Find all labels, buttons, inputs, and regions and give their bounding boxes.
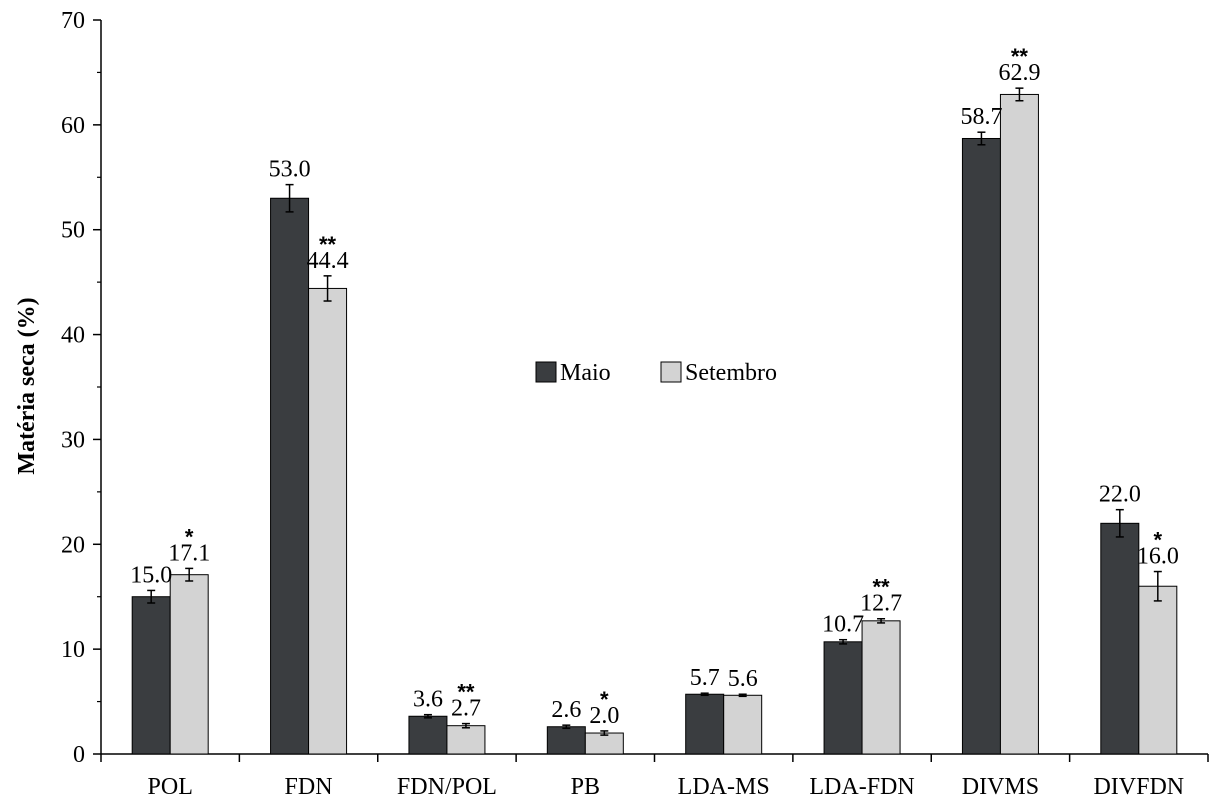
bar-maio [131, 596, 171, 755]
value-label-setembro: 17.1 [168, 540, 210, 566]
y-tick-label: 60 [61, 113, 85, 139]
y-tick-label: 40 [61, 323, 85, 349]
category-label: PB [571, 774, 600, 800]
value-label-setembro: 62.9 [998, 60, 1040, 86]
significance-marker: * [185, 524, 194, 549]
value-label-maio: 3.6 [413, 687, 443, 713]
bar-maio [270, 197, 310, 755]
value-label-maio: 5.7 [690, 665, 720, 691]
bars [131, 87, 1178, 755]
bar-maio [685, 693, 725, 755]
value-label-setembro: 44.4 [307, 248, 349, 274]
value-label-setembro: 2.7 [451, 696, 481, 722]
significance-marker: * [1154, 528, 1163, 553]
y-tick-label: 10 [61, 637, 85, 663]
value-label-setembro: 5.6 [728, 666, 758, 692]
category-label: LDA-FDN [809, 774, 914, 800]
bar-setembro [446, 725, 486, 755]
value-label-maio: 53.0 [269, 157, 311, 183]
bar-maio [961, 137, 1001, 755]
y-tick-label: 20 [61, 532, 85, 558]
bar-maio [1100, 522, 1140, 755]
category-label: FDN [285, 774, 333, 800]
bar-setembro [584, 732, 624, 755]
value-label-setembro: 16.0 [1137, 544, 1179, 570]
category-label: FDN/POL [397, 774, 497, 800]
y-tick-label: 50 [61, 218, 85, 244]
y-tick-label: 70 [61, 8, 85, 34]
category-label: POL [148, 774, 193, 800]
value-label-setembro: 2.0 [589, 703, 619, 729]
category-label: LDA-MS [678, 774, 770, 800]
bar-setembro [999, 93, 1039, 755]
y-tick-label: 0 [73, 742, 85, 768]
value-label-maio: 58.7 [960, 104, 1002, 130]
y-tick-label: 30 [61, 427, 85, 453]
bar-setembro [169, 574, 209, 755]
value-label-maio: 15.0 [130, 562, 172, 588]
value-label-maio: 22.0 [1099, 482, 1141, 508]
significance-marker: * [600, 687, 609, 712]
bar-setembro [723, 694, 763, 755]
legend-swatch-setembro [660, 361, 682, 383]
value-label-maio: 2.6 [551, 697, 581, 723]
significance-marker: ** [319, 232, 337, 257]
value-label-maio: 10.7 [822, 612, 864, 638]
bar-maio [546, 726, 586, 755]
significance-marker: ** [457, 680, 475, 705]
legend-label-setembro: Setembro [685, 360, 777, 386]
category-label: DIVFDN [1093, 774, 1184, 800]
y-axis-label: Matéria seca (%) [14, 297, 40, 474]
bar-setembro [308, 287, 348, 755]
legend-label-maio: Maio [560, 360, 611, 386]
bar-setembro [861, 620, 901, 755]
bar-maio [823, 641, 863, 755]
bar-setembro [1138, 585, 1178, 755]
significance-marker: ** [873, 575, 891, 600]
value-label-setembro: 12.7 [860, 591, 902, 617]
significance-marker: ** [1011, 44, 1029, 69]
category-label: DIVMS [962, 774, 1039, 800]
bar-maio [408, 715, 448, 755]
legend: Maio Setembro [535, 360, 777, 386]
legend-swatch-maio [535, 361, 557, 383]
